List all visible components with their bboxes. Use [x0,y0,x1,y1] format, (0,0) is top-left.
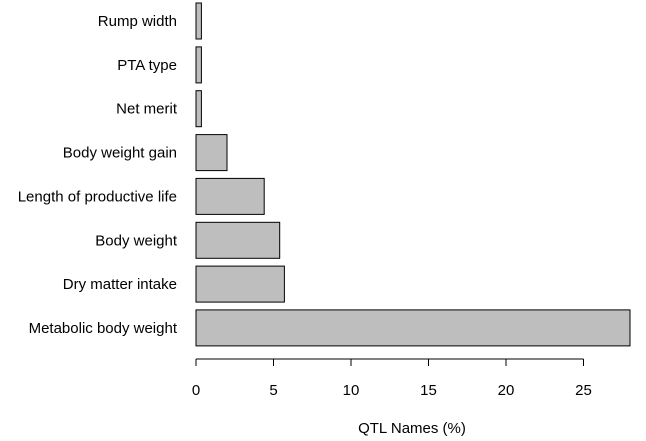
x-tick-label-5: 25 [575,382,592,399]
x-tick-label-3: 15 [420,382,437,399]
category-label-4: Body weight gain [63,145,177,162]
bar-1 [195,265,285,303]
category-label-6: PTA type [117,57,177,74]
bars-group [195,2,631,347]
bar-6 [195,46,202,84]
x-tick-label-4: 20 [498,382,515,399]
x-tick-label-2: 10 [343,382,360,399]
category-label-3: Length of productive life [18,188,177,205]
category-label-7: Rump width [98,13,177,30]
bar-2 [195,221,281,259]
bar-3 [195,177,265,215]
x-tick-label-0: 0 [192,382,200,399]
bar-5 [195,90,202,128]
category-label-1: Dry matter intake [63,276,177,293]
x-axis-title: QTL Names (%) [358,420,466,437]
bar-0 [195,309,631,347]
bar-4 [195,134,228,172]
category-label-5: Net merit [116,101,178,118]
bar-7 [195,2,202,40]
x-tick-label-1: 5 [269,382,277,399]
category-label-0: Metabolic body weight [29,320,178,337]
category-label-2: Body weight [95,232,178,249]
x-axis: 0 5 10 15 20 25 [192,358,592,399]
category-labels: Metabolic body weight Dry matter intake Bo… [18,13,178,337]
